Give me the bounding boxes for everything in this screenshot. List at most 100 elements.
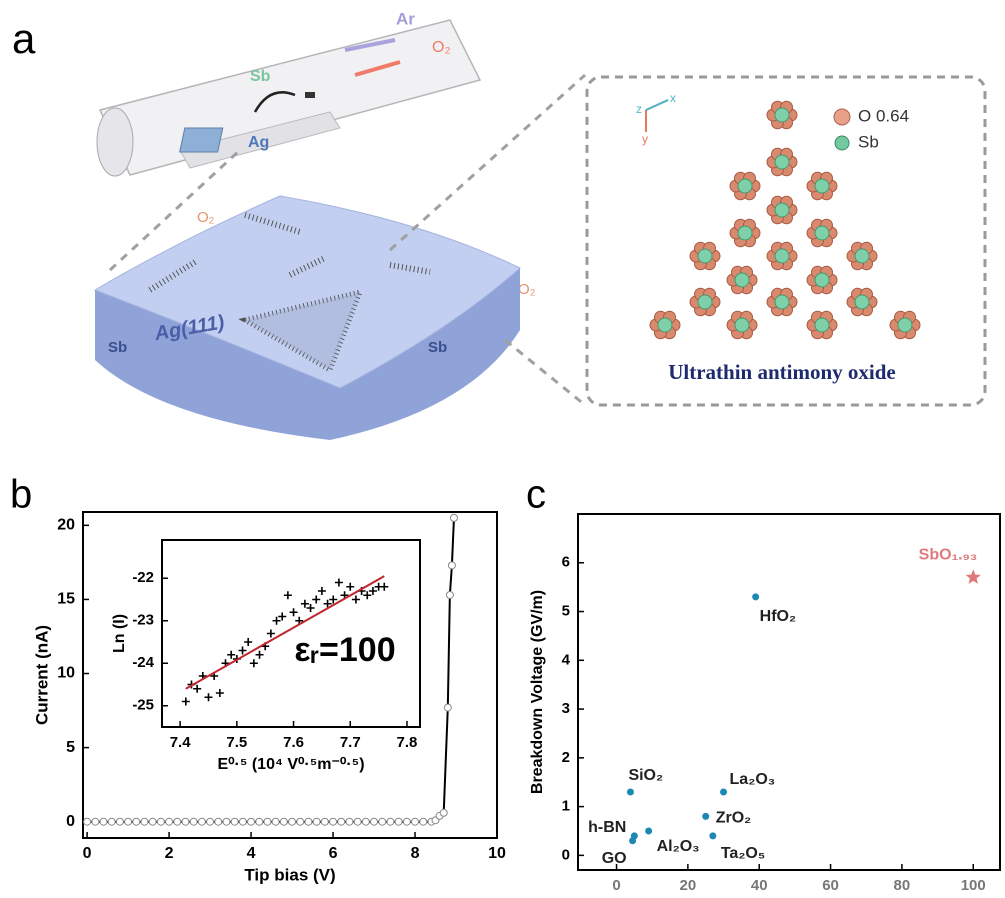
- point-label: Al₂O₃: [657, 838, 700, 855]
- edge-label: Sb: [108, 339, 127, 356]
- x-axis-label: Tip bias (V): [244, 865, 335, 884]
- point: [305, 818, 312, 825]
- y-tick-label: 3: [562, 700, 570, 717]
- point-label: HfO₂: [760, 608, 796, 625]
- point: [215, 818, 222, 825]
- sb-atom: [775, 155, 789, 169]
- x-tick-label: 7.7: [340, 734, 361, 751]
- legend-label: Sb: [858, 132, 879, 151]
- sb-atom: [735, 318, 749, 332]
- y-tick-label: 20: [57, 517, 75, 534]
- point: [629, 837, 636, 844]
- point: [174, 818, 181, 825]
- point: [395, 818, 402, 825]
- point: [149, 818, 156, 825]
- point: [272, 818, 279, 825]
- point: [450, 514, 457, 521]
- point: [125, 818, 132, 825]
- x-tick-label: 80: [894, 877, 911, 893]
- point: [166, 818, 173, 825]
- y-tick-label: 6: [562, 554, 570, 571]
- point-label: Ta₂O₅: [721, 845, 765, 862]
- sb-atom: [815, 318, 829, 332]
- point: [371, 818, 378, 825]
- point: [313, 818, 320, 825]
- point: [702, 813, 709, 820]
- sb-atom: [658, 318, 672, 332]
- point: [280, 818, 287, 825]
- point: [231, 818, 238, 825]
- point: [207, 818, 214, 825]
- point: [387, 818, 394, 825]
- gas-label: O₂: [432, 39, 451, 56]
- axis-icon: [646, 100, 668, 132]
- point: [403, 818, 410, 825]
- y-axis-label: Current (nA): [32, 625, 51, 725]
- y-tick-label: -23: [132, 612, 154, 629]
- gas-label: O₂: [518, 281, 536, 298]
- point: [84, 818, 91, 825]
- y-tick-label: 2: [562, 749, 570, 766]
- y-tick-label: 0: [562, 846, 570, 863]
- x-tick-label: 0: [83, 845, 92, 862]
- point: [338, 818, 345, 825]
- point: [720, 788, 727, 795]
- sb-atom: [775, 249, 789, 263]
- x-tick-label: 0: [612, 877, 620, 893]
- point-label: SiO₂: [628, 767, 663, 784]
- caption: Ultrathin antimony oxide: [668, 360, 896, 384]
- point: [248, 818, 255, 825]
- point: [645, 827, 652, 834]
- sb-atom: [775, 203, 789, 217]
- axis-label: y: [642, 132, 648, 146]
- point: [354, 818, 361, 825]
- point: [420, 818, 427, 825]
- point: [223, 818, 230, 825]
- y-tick-label: 15: [57, 591, 75, 608]
- y-tick-label: -22: [132, 569, 154, 586]
- point: [330, 818, 337, 825]
- y-tick-label: 4: [562, 651, 571, 668]
- point: [440, 809, 447, 816]
- point-label: GO: [602, 850, 627, 867]
- point: [182, 818, 189, 825]
- point: [157, 818, 164, 825]
- sb-atom: [815, 179, 829, 193]
- sb-atom: [738, 179, 752, 193]
- plot-frame: [578, 514, 1000, 870]
- point: [190, 818, 197, 825]
- annotation: εᵣ=100: [294, 631, 395, 669]
- point: [448, 562, 455, 569]
- point: [444, 704, 451, 711]
- point: [141, 818, 148, 825]
- gas-label: O₂: [197, 209, 215, 226]
- sb-atom: [815, 226, 829, 240]
- y-tick-label: 0: [66, 813, 75, 830]
- point-label: ZrO₂: [716, 810, 752, 827]
- sb-atom: [775, 108, 789, 122]
- x-tick-label: 10: [488, 845, 506, 862]
- point: [256, 818, 263, 825]
- x-tick-label: 20: [680, 877, 697, 893]
- x-tick-label: 8: [411, 845, 420, 862]
- figure: a Ar O₂ Sb Ag O₂ O₂ Ag(111) Sb Sb z x y …: [0, 0, 1005, 893]
- point: [412, 818, 419, 825]
- foil-label: Ag: [248, 134, 269, 151]
- point: [379, 818, 386, 825]
- x-tick-label: 100: [961, 877, 986, 893]
- x-tick-label: 40: [751, 877, 768, 893]
- x-tick-label: 7.6: [283, 734, 304, 751]
- point: [239, 818, 246, 825]
- sb-atom: [698, 295, 712, 309]
- panel-label: b: [10, 473, 32, 517]
- y-tick-label: 10: [57, 665, 75, 682]
- panel-label: c: [526, 473, 546, 517]
- substrate-slab: [95, 196, 520, 440]
- legend-swatch: [834, 109, 850, 125]
- y-tick-label: -24: [132, 654, 154, 671]
- lattice: [650, 101, 920, 339]
- sb-atom: [855, 295, 869, 309]
- point-label: La₂O₃: [730, 771, 776, 788]
- sb-atom: [855, 249, 869, 263]
- sb-atom: [735, 273, 749, 287]
